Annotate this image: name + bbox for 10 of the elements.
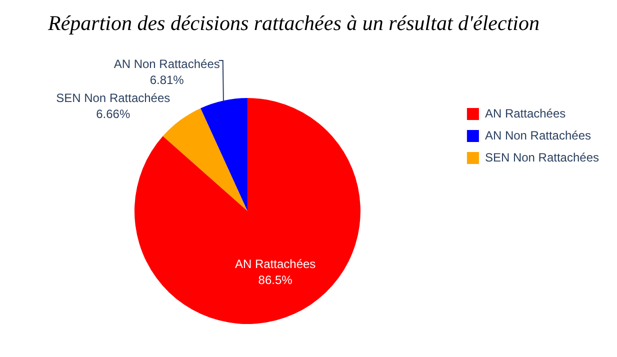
data-label: 6.81% [150,72,184,87]
slice-label: SEN Non Rattachées [56,90,170,105]
legend-label: AN Rattachées [484,106,566,120]
legend-label: AN Non Rattachées [484,128,592,142]
legend-label: SEN Non Rattachées [484,150,600,164]
slice-label: AN Rattachées [234,257,316,272]
slice-label: AN Non Rattachées [114,56,220,71]
data-label: 86.5% [258,273,293,288]
data-label: 6.66% [96,106,130,121]
chart-title: Répartion des décisions rattachées à un résultat d'élection [47,10,540,37]
